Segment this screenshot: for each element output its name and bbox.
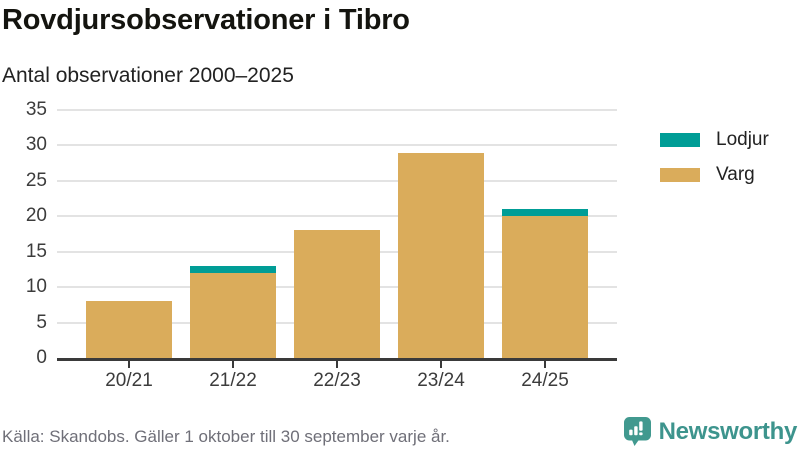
bar-24/25 [502, 209, 588, 358]
brand-name: Newsworthy [658, 417, 798, 445]
bar-segment-lodjur [190, 265, 276, 273]
bar-23/24 [398, 152, 484, 358]
plot-area [57, 109, 617, 361]
bar-21/22 [190, 265, 276, 358]
bar-22/23 [294, 230, 380, 358]
brand-logo: Newsworthy [623, 416, 797, 447]
legend-item-varg: Varg [660, 164, 769, 186]
bar-segment-varg [398, 152, 484, 358]
y-tick-label: 35 [25, 99, 47, 120]
y-tick-label: 5 [36, 311, 47, 333]
x-tick [440, 361, 442, 368]
x-tick [544, 361, 546, 368]
x-tick [128, 361, 130, 368]
chart-subtitle: Antal observationer 2000–2025 [2, 64, 294, 87]
gridline [57, 179, 617, 182]
y-tick-label: 30 [25, 134, 47, 156]
x-tick-label: 24/25 [521, 370, 569, 391]
bar-segment-varg [502, 216, 588, 358]
legend-item-lodjur: Lodjur [660, 129, 769, 151]
y-tick-label: 25 [25, 169, 47, 191]
legend-label: Lodjur [716, 129, 769, 150]
bar-20/21 [86, 301, 172, 358]
bar-segment-varg [190, 272, 276, 358]
legend: Lodjur Varg [660, 129, 769, 199]
bar-segment-lodjur [502, 209, 588, 217]
y-tick-label: 0 [36, 347, 47, 368]
gridline [57, 215, 617, 218]
newsworthy-icon [623, 417, 651, 446]
bar-segment-varg [294, 230, 380, 358]
source-note: Källa: Skandobs. Gäller 1 oktober till 3… [2, 427, 450, 446]
y-tick-label: 10 [25, 276, 47, 298]
legend-swatch [660, 168, 700, 182]
y-tick-label: 20 [25, 205, 47, 227]
gridline [57, 109, 617, 111]
x-tick-label: 21/22 [209, 370, 257, 391]
x-tick-label: 23/24 [417, 370, 465, 391]
x-tick [336, 361, 338, 368]
x-axis: 20/21 21/22 22/23 23/24 24/25 [57, 361, 617, 397]
legend-swatch [660, 133, 700, 147]
gridline [57, 144, 617, 147]
x-tick [232, 361, 234, 368]
chart-title: Rovdjursobservationer i Tibro [2, 4, 410, 36]
x-tick-label: 22/23 [313, 370, 361, 391]
x-tick-label: 20/21 [105, 370, 153, 391]
y-tick-label: 15 [25, 240, 47, 262]
legend-label: Varg [716, 164, 755, 185]
bar-segment-varg [86, 301, 172, 358]
y-axis: 0 5 10 15 20 25 30 35 [0, 99, 47, 368]
